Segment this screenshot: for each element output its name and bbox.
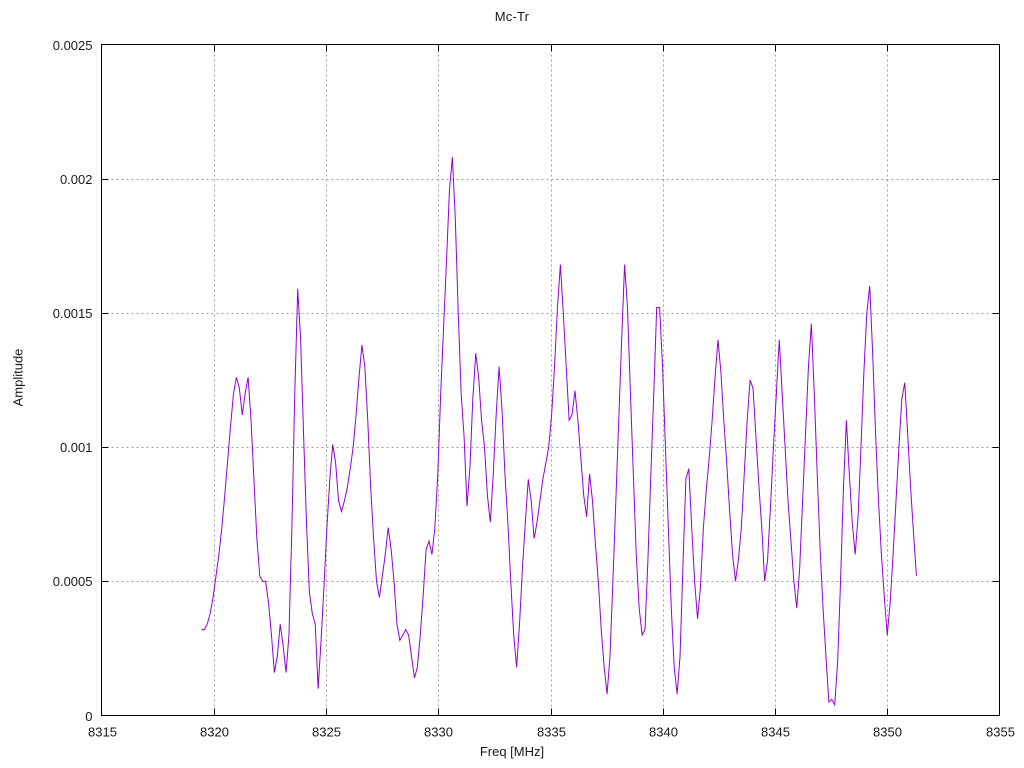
x-axis-label: Freq [MHz] (479, 744, 545, 759)
data-line-mc-tr (201, 157, 917, 707)
svg-text:8325: 8325 (312, 725, 341, 740)
svg-text:8315: 8315 (88, 725, 117, 740)
svg-text:8320: 8320 (200, 725, 229, 740)
chart-title: Mc-Tr (494, 9, 530, 24)
svg-text:8355: 8355 (986, 725, 1015, 740)
tick-marks-group (101, 44, 1000, 716)
svg-text:0.002: 0.002 (60, 172, 93, 187)
tick-labels-group: 8315 8320 8325 8330 8335 8340 8345 8350 8355 0 0.0… (53, 38, 1015, 740)
data-series-group (201, 157, 917, 707)
y-axis-label: Amplitude (10, 348, 26, 407)
svg-text:0.001: 0.001 (60, 440, 93, 455)
svg-text:0.0025: 0.0025 (53, 38, 93, 53)
svg-text:8350: 8350 (873, 725, 902, 740)
plot-frame (101, 44, 1000, 716)
svg-text:8330: 8330 (424, 725, 453, 740)
gridlines-group (101, 44, 1000, 716)
svg-text:0.0015: 0.0015 (53, 306, 93, 321)
svg-text:0: 0 (85, 709, 92, 724)
svg-text:8335: 8335 (537, 725, 566, 740)
svg-text:8345: 8345 (761, 725, 790, 740)
svg-text:0.0005: 0.0005 (53, 574, 93, 589)
svg-text:8340: 8340 (649, 725, 678, 740)
